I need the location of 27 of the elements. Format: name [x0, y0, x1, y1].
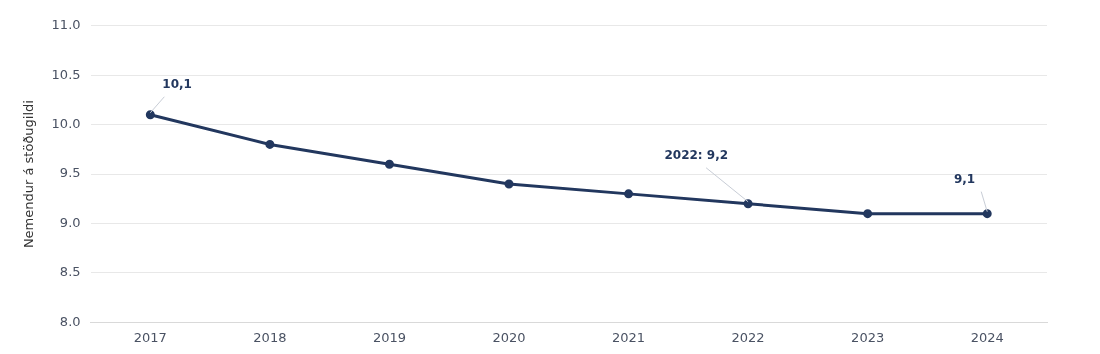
- point: [624, 189, 634, 199]
- y-tick-label: 9.0: [59, 214, 81, 230]
- annotation: 9,1: [953, 171, 976, 186]
- point: [982, 209, 992, 219]
- y-tick-label: 8.5: [59, 264, 81, 280]
- y-tick-label: 11.0: [51, 17, 81, 33]
- point: [863, 209, 873, 219]
- y-tick-label: 9.5: [59, 165, 81, 181]
- annotation: 2022: 9,2: [664, 147, 729, 162]
- point: [145, 110, 155, 120]
- x-tick-label: 2021: [612, 329, 646, 345]
- x-tick-label: 2017: [133, 329, 167, 345]
- y-axis-title: Nemendur á stöðugildi: [21, 100, 37, 249]
- y-tick-label: 10.5: [51, 66, 81, 82]
- x-tick-label: 2022: [731, 329, 765, 345]
- point: [504, 179, 514, 189]
- point: [384, 159, 394, 169]
- x-tick-label: 2018: [253, 329, 287, 345]
- y-tick-label: 10.0: [51, 116, 81, 132]
- x-tick-label: 2019: [372, 329, 406, 345]
- point: [265, 139, 275, 149]
- x-tick-label: 2020: [492, 329, 526, 345]
- x-tick-label: 2023: [851, 329, 885, 345]
- point: [743, 199, 753, 209]
- x-tick-label: 2024: [970, 329, 1004, 345]
- y-tick-label: 8.0: [59, 313, 81, 329]
- annotation: 10,1: [162, 76, 192, 91]
